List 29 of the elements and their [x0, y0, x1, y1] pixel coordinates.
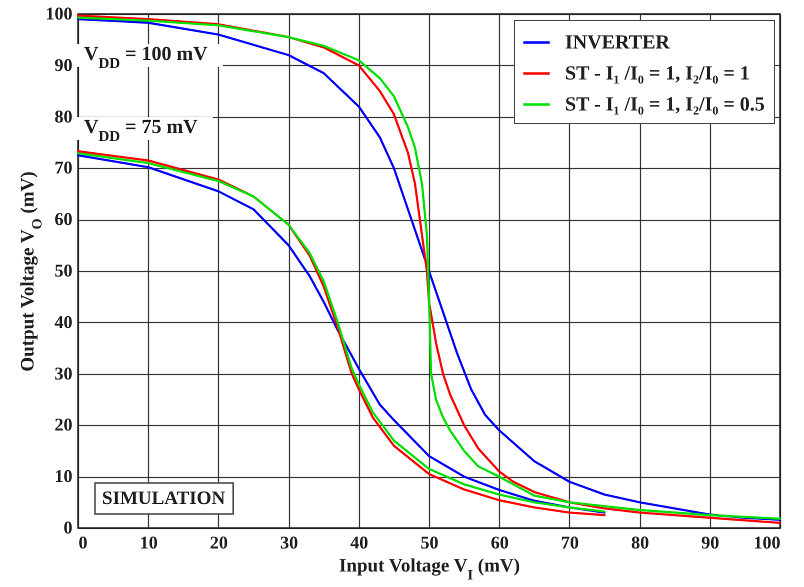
y-tick-label: 50: [54, 260, 72, 280]
legend-label: INVERTER: [565, 32, 670, 54]
x-tick-label: 80: [631, 532, 650, 552]
annotation: V$_{DD}$ = 100 mV: [84, 43, 208, 72]
y-tick-label: 10: [54, 466, 72, 486]
x-tick-label: 40: [350, 532, 368, 552]
x-tick-label: 20: [210, 532, 228, 552]
y-tick-label: 0: [64, 518, 72, 538]
x-tick-label: 30: [280, 532, 298, 552]
x-tick-label: 70: [560, 532, 579, 552]
y-tick-label: 70: [54, 158, 72, 178]
x-tick-label: 10: [140, 532, 158, 552]
x-tick-label: 100: [754, 532, 780, 552]
y-tick-label: 20: [54, 414, 72, 435]
y-tick-label: 100: [46, 4, 72, 24]
x-tick-label: 60: [490, 532, 509, 552]
legend-label: ST - I₁ /I₀ = 1, I₂/I₀ = 1: [565, 62, 750, 84]
x-axis-title: Input Voltage V$_{I}$ (mV): [339, 556, 520, 584]
annotation: V$_{DD}$ = 75 mV: [84, 116, 198, 145]
y-tick-label: 40: [54, 312, 72, 332]
y-tick-label: 80: [54, 106, 72, 126]
y-tick-label: 90: [54, 54, 72, 75]
y-tick-label: 30: [54, 363, 72, 384]
y-tick-label: 60: [54, 209, 72, 230]
annotation: SIMULATION: [102, 488, 226, 509]
x-tick-label: 90: [701, 532, 720, 552]
x-tick-label: 50: [420, 532, 438, 552]
x-tick-label: 0: [78, 532, 88, 552]
legend-label: ST - I₁ /I₀ = 1, I₂/I₀ = 0.5: [565, 94, 765, 116]
